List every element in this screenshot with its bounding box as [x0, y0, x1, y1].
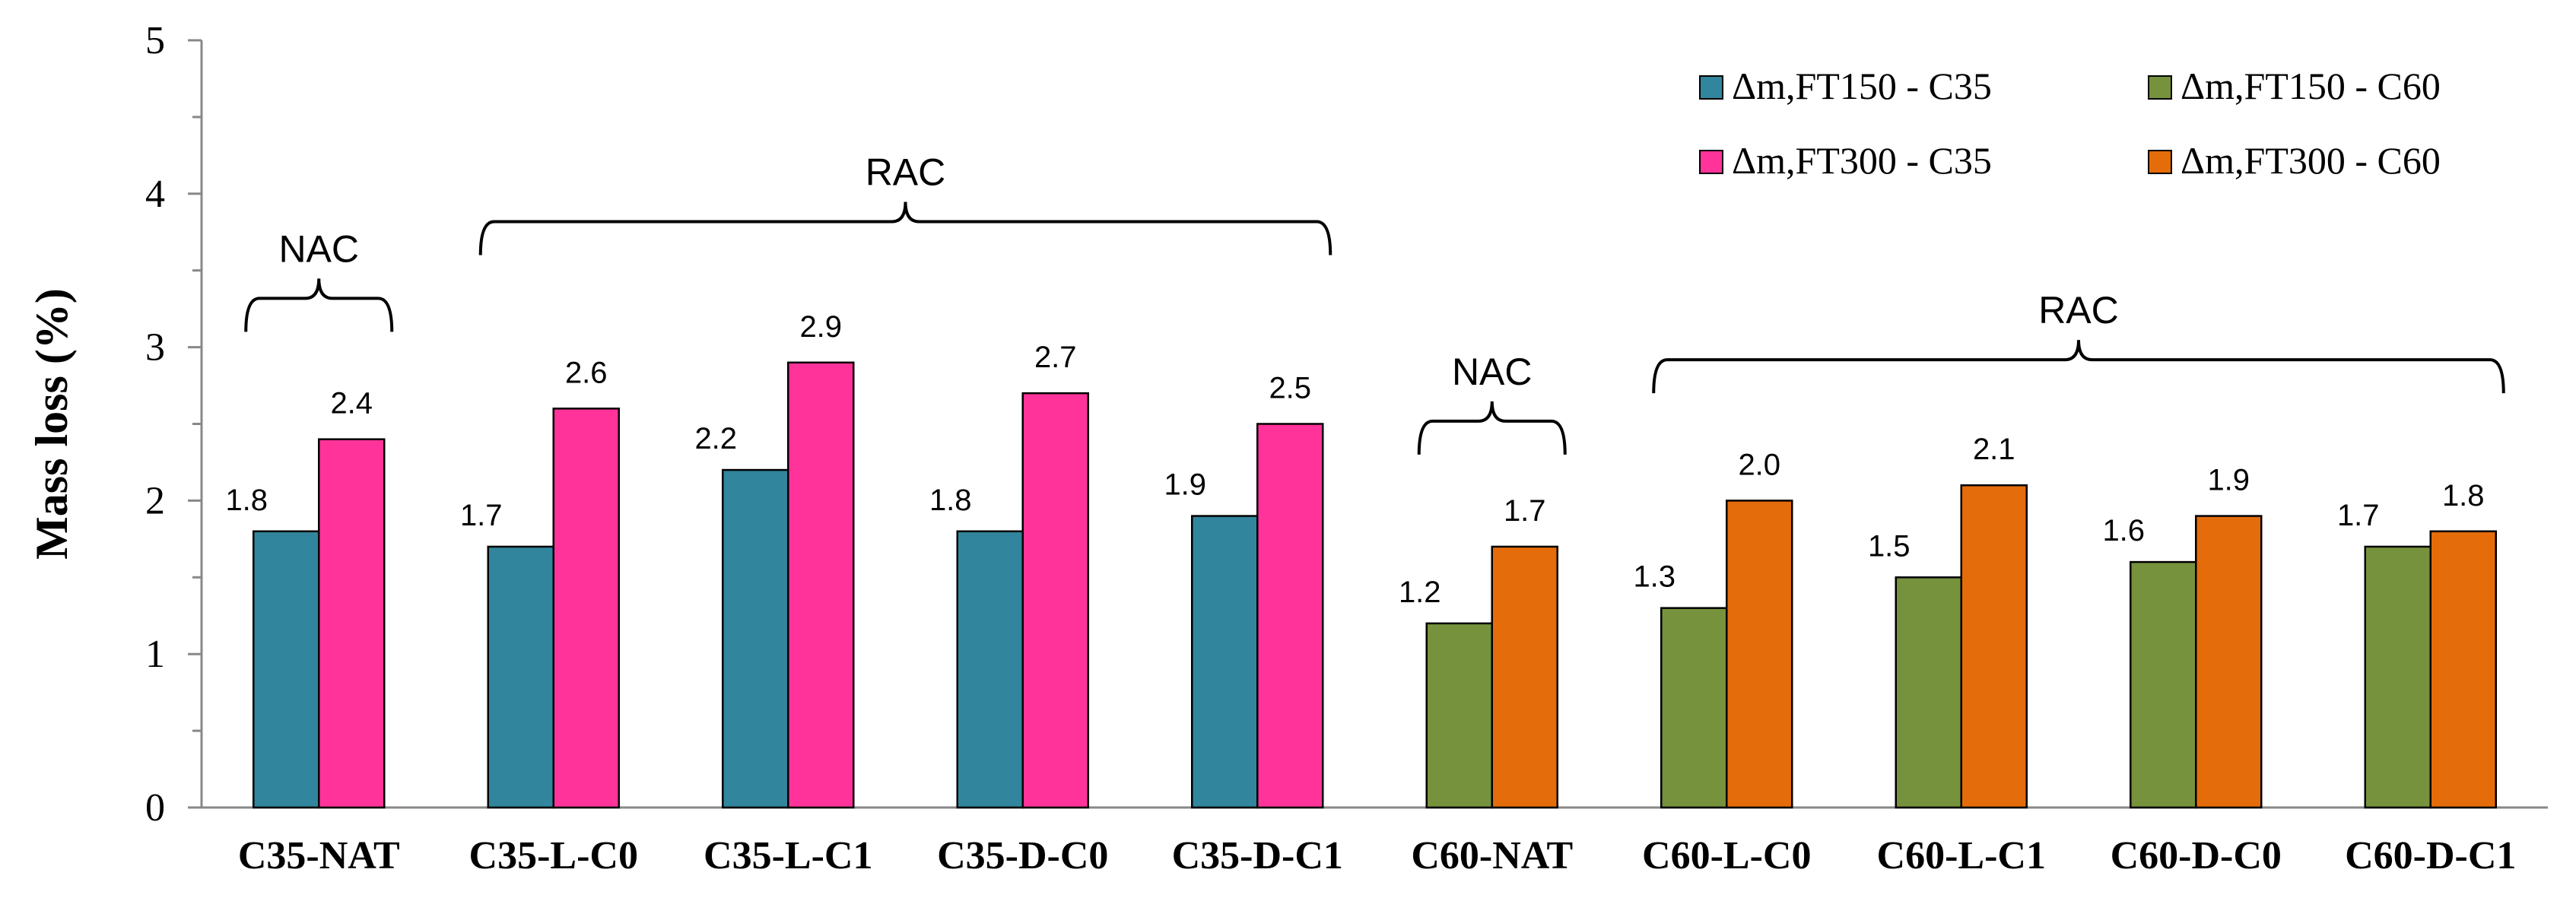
data-label: 1.7 — [1504, 494, 1546, 528]
bar — [2364, 545, 2431, 809]
data-label: 1.9 — [1164, 468, 1206, 502]
y-tick-label: 1 — [145, 633, 165, 676]
data-label: 2.5 — [1269, 372, 1311, 405]
bar — [1491, 545, 1558, 809]
legend-swatch — [2148, 150, 2172, 174]
data-label: 2.1 — [1973, 433, 2015, 466]
x-category-label: C60-L-C1 — [1877, 834, 2046, 877]
legend: Δm,FT150 - C35 Δm,FT150 - C60 Δm,FT300 - C… — [1699, 65, 2441, 182]
bar — [1960, 484, 2028, 809]
bar — [487, 545, 554, 809]
bar — [2130, 560, 2197, 809]
bar — [787, 361, 855, 809]
group-annotations: NAC RAC NAC RAC — [244, 151, 2505, 455]
data-labels: 1.8 2.4 1.7 2.6 2.2 2.9 1.8 2.7 1.9 2.5 1.2 1.7 1.3 2… — [225, 310, 2484, 609]
group-bracket — [244, 278, 394, 332]
data-label: 1.7 — [2337, 499, 2380, 532]
bar — [1256, 423, 1324, 809]
group-bracket — [1652, 340, 2505, 394]
x-category-label: C35-D-C0 — [937, 834, 1108, 877]
data-label: 2.9 — [799, 310, 842, 344]
legend-label: Δm,FT150 - C60 — [2181, 65, 2441, 107]
y-tick-label: 3 — [145, 326, 165, 370]
x-category-label: C60-D-C1 — [2345, 834, 2516, 877]
data-label: 1.8 — [929, 484, 972, 517]
data-label: 1.8 — [225, 484, 268, 517]
y-tick-label: 2 — [145, 479, 165, 522]
legend-swatch — [2148, 75, 2172, 100]
x-category-label: C35-NAT — [238, 834, 400, 877]
bar — [253, 530, 320, 809]
axes: 0 1 2 3 4 5 Mass loss (%) C35-NAT C35-L-C0 C35-L-… — [27, 19, 2548, 877]
data-label: 2.6 — [565, 356, 608, 389]
group-bracket — [478, 201, 1332, 255]
group-label: RAC — [866, 151, 946, 194]
legend-swatch — [1699, 150, 1723, 174]
x-category-label: C35-L-C0 — [469, 834, 638, 877]
data-label: 1.8 — [2442, 479, 2485, 512]
bar — [1660, 607, 1728, 809]
x-category-label: C60-D-C0 — [2111, 834, 2282, 877]
legend-label: Δm,FT300 - C60 — [2181, 139, 2441, 182]
x-category-label: C35-D-C1 — [1172, 834, 1343, 877]
data-label: 1.9 — [2207, 464, 2250, 497]
y-axis-title: Mass loss (%) — [27, 288, 77, 560]
data-label: 1.7 — [460, 499, 503, 532]
legend-label: Δm,FT300 - C35 — [1732, 139, 1992, 182]
group-bracket — [1417, 401, 1567, 455]
legend-label: Δm,FT150 - C35 — [1732, 65, 1992, 107]
bar — [552, 408, 620, 809]
y-tick-label: 0 — [145, 786, 165, 830]
x-category-label: C35-L-C1 — [704, 834, 872, 877]
data-label: 2.2 — [694, 422, 737, 455]
bar — [2429, 530, 2497, 809]
data-label: 2.7 — [1034, 341, 1077, 374]
x-category-label: C60-L-C0 — [1642, 834, 1811, 877]
bar — [956, 530, 1024, 809]
bar — [1726, 500, 1793, 809]
bar — [722, 468, 789, 809]
x-category-label: C60-NAT — [1411, 834, 1573, 877]
group-label: NAC — [278, 227, 359, 270]
y-tick-label: 4 — [145, 173, 165, 216]
bar — [1425, 622, 1493, 809]
bar — [318, 438, 386, 809]
data-label: 2.0 — [1738, 448, 1780, 481]
data-label: 1.5 — [1868, 529, 1911, 563]
data-label: 1.6 — [2102, 514, 2145, 547]
data-label: 1.2 — [1399, 576, 1441, 609]
bar — [1191, 515, 1259, 809]
bar — [1895, 576, 1962, 809]
bars — [253, 361, 2497, 809]
bar — [1021, 392, 1089, 809]
data-label: 1.3 — [1633, 560, 1676, 594]
group-label: NAC — [1452, 351, 1533, 393]
data-label: 2.4 — [330, 387, 373, 420]
legend-swatch — [1699, 75, 1723, 100]
group-label: RAC — [2038, 289, 2119, 332]
y-tick-label: 5 — [145, 19, 165, 62]
bar — [2195, 515, 2263, 809]
